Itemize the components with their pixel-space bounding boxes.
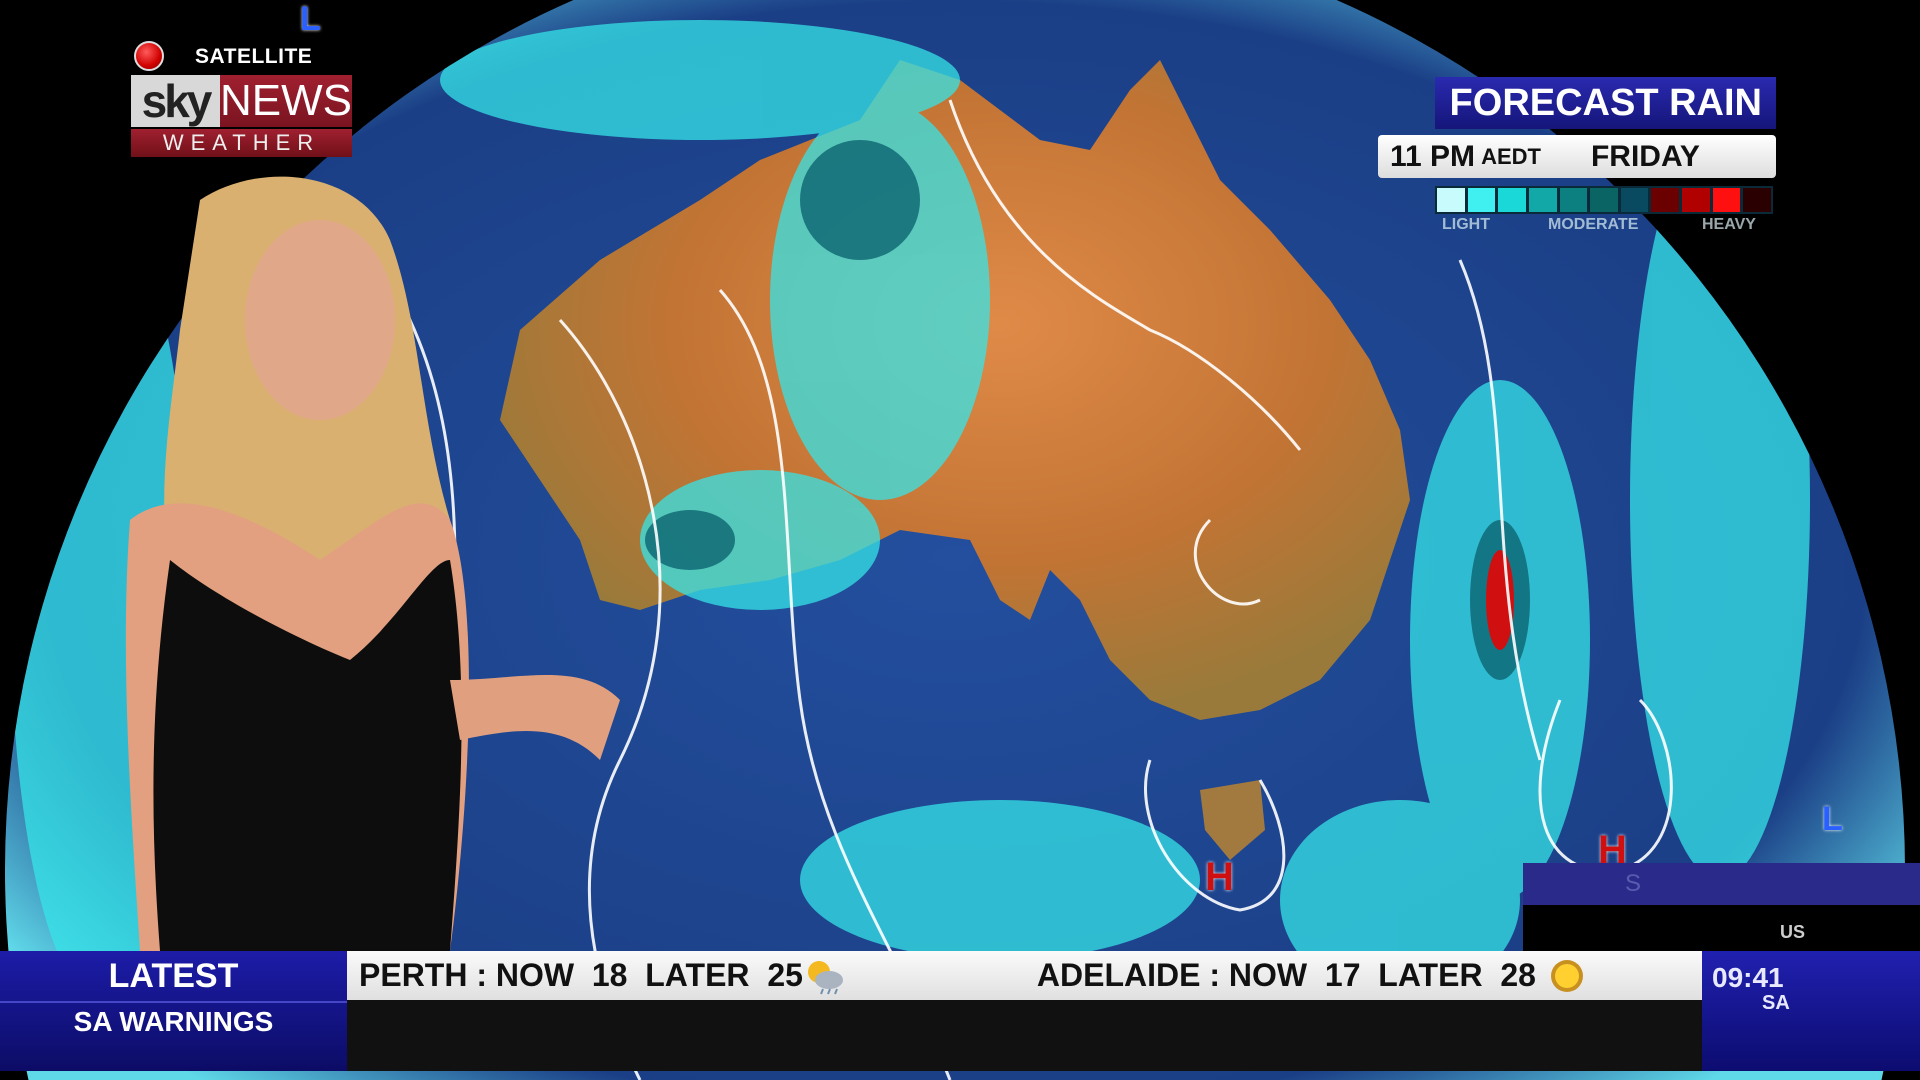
legend-swatch [1559, 188, 1588, 212]
tasmania [1200, 780, 1265, 860]
clock-region: SA [1762, 992, 1790, 1014]
legend-swatch [1498, 188, 1526, 212]
forecast-timezone: AEDT [1481, 143, 1541, 169]
high-pressure-marker: H [1205, 855, 1234, 899]
forecast-time-bar: 11 PM AEDT FRIDAY [1378, 135, 1776, 178]
legend-swatch [1528, 188, 1557, 212]
pip-header [1523, 863, 1920, 905]
ticker-lower-band [347, 1000, 1702, 1071]
pip-sub: S [1625, 870, 1642, 897]
ticker-section-box [0, 951, 347, 1071]
sun-icon [1550, 959, 1583, 992]
clock-box [1702, 951, 1920, 1071]
legend-swatch [1682, 188, 1710, 212]
later-temp: 25 [767, 957, 803, 993]
later-temp: 28 [1500, 957, 1536, 993]
satellite-label: SATELLITE [195, 45, 313, 68]
legend-swatch [1620, 188, 1649, 212]
sky-news-logo: sky NEWS [131, 75, 352, 127]
ticker-section-title: LATEST [108, 957, 239, 995]
legend-swatch [1590, 188, 1618, 212]
pip-label: US [1780, 922, 1806, 942]
rain-cloud-sun-icon [807, 960, 843, 994]
clock-time: 09:41 [1712, 962, 1784, 993]
live-indicator-dot [134, 41, 164, 71]
city-name: ADELAIDE [1036, 957, 1201, 993]
now-label: NOW [1228, 957, 1308, 993]
legend-label-heavy: HEAVY [1702, 216, 1756, 233]
legend-label-moderate: MODERATE [1548, 216, 1639, 233]
low-pressure-marker: L [1822, 800, 1843, 838]
forecast-title: FORECAST RAIN [1435, 77, 1776, 129]
now-temp: 17 [1324, 957, 1361, 993]
now-label: NOW [495, 957, 575, 993]
ticker-item-perth: PERTH : NOW 18 LATER 25 [359, 956, 847, 996]
logo-news: NEWS [220, 75, 352, 127]
ticker-section-subtitle: SA WARNINGS [73, 1006, 274, 1037]
logo-sky: sky [131, 75, 220, 127]
presenter [125, 176, 620, 951]
legend-swatch [1712, 188, 1741, 212]
legend-swatch [1437, 188, 1465, 212]
logo-weather: WEATHER [131, 129, 352, 157]
low-pressure-marker: L [300, 0, 321, 38]
later-label: LATER [1378, 957, 1483, 993]
legend-label-light: LIGHT [1442, 216, 1490, 233]
divider [0, 1001, 347, 1003]
legend-swatch [1651, 188, 1680, 212]
legend-swatch [1467, 188, 1496, 212]
weather-ticker: PERTH : NOW 18 LATER 25 ADELAIDE : NOW 1… [347, 951, 1702, 1000]
now-temp: 18 [591, 957, 628, 993]
ticker-item-adelaide: ADELAIDE : NOW 17 LATER 28 [1037, 956, 1589, 996]
legend-swatch [1743, 188, 1772, 212]
rain-legend [1435, 186, 1773, 214]
forecast-day: FRIDAY [1590, 139, 1700, 173]
forecast-time: 11 PM [1390, 139, 1476, 173]
later-label: LATER [645, 957, 750, 993]
city-name: PERTH [359, 957, 468, 993]
